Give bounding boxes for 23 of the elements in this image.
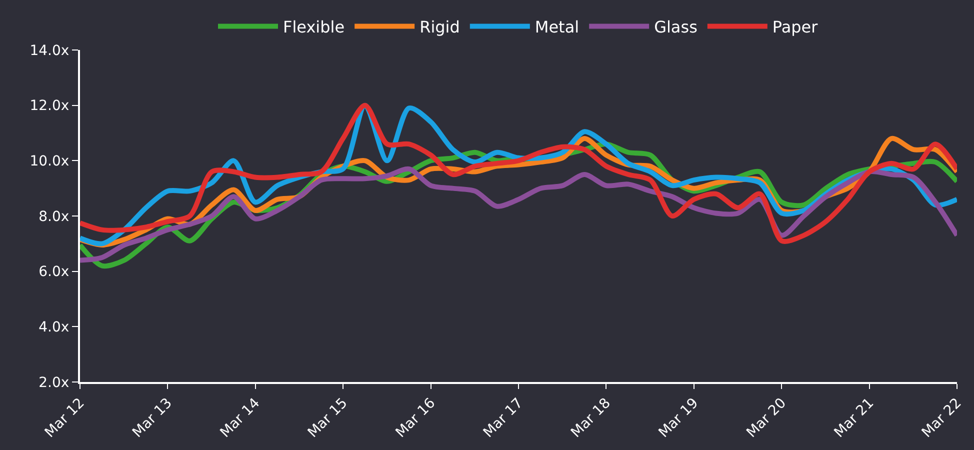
legend-label: Paper <box>772 18 818 36</box>
y-tick-label: 8.0x <box>38 208 70 225</box>
x-tick-label: Mar 16 <box>392 395 439 442</box>
legend-label: Flexible <box>283 18 345 36</box>
legend-label: Metal <box>534 18 580 36</box>
x-tick-label: Mar 14 <box>217 395 264 442</box>
legend-label: Glass <box>654 18 698 36</box>
x-tick-label: Mar 17 <box>480 395 526 442</box>
x-tick-label: Mar 21 <box>831 395 878 442</box>
y-tick-label: 6.0x <box>38 264 70 280</box>
x-tick-label: Mar 19 <box>656 395 702 442</box>
y-tick-label: 2.0x <box>38 374 70 391</box>
x-tick-label: Mar 13 <box>130 395 176 442</box>
x-tick-label: Mar 22 <box>919 395 965 442</box>
x-tick-label: Mar 12 <box>42 395 88 442</box>
x-tick-label: Mar 15 <box>304 395 351 442</box>
y-tick-label: 14.0x <box>30 42 70 59</box>
legend-label: Rigid <box>420 18 460 36</box>
y-tick-label: 10.0x <box>30 154 70 170</box>
x-tick-label: Mar 20 <box>744 395 790 442</box>
y-tick-label: 4.0x <box>38 320 70 336</box>
x-tick-label: Mar 18 <box>568 395 614 442</box>
y-tick-label: 12.0x <box>30 98 70 114</box>
